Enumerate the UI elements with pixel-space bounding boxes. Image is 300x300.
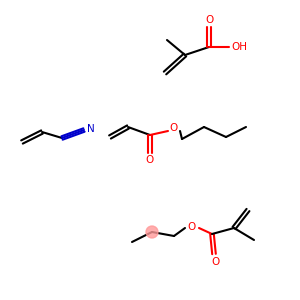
Text: N: N [87, 124, 95, 134]
Text: O: O [146, 155, 154, 165]
Text: OH: OH [231, 42, 247, 52]
Text: O: O [205, 15, 213, 25]
Text: O: O [212, 257, 220, 267]
Circle shape [146, 226, 158, 238]
Text: O: O [170, 123, 178, 133]
Text: O: O [188, 222, 196, 232]
